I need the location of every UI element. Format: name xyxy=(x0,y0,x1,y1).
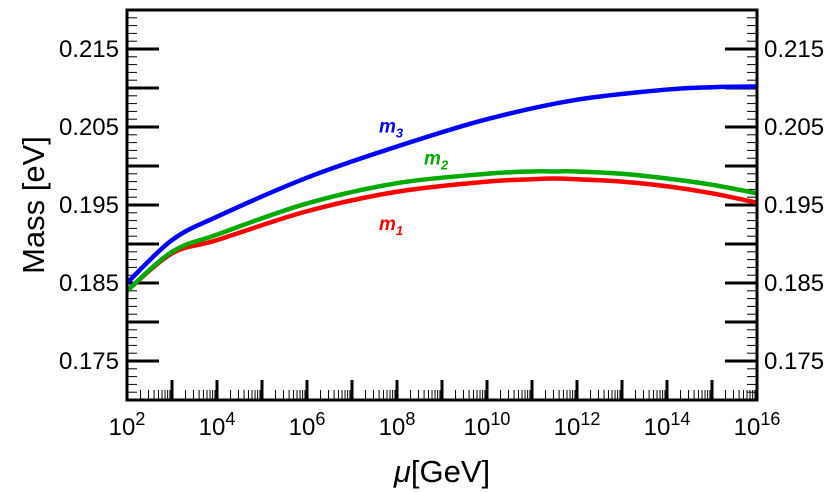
x-tick-label: 1014 xyxy=(644,409,691,441)
x-tick-label: 102 xyxy=(109,409,146,441)
y-tick-label: 0.175 xyxy=(59,348,119,375)
y-tick-label: 0.195 xyxy=(59,192,119,219)
minor-ticks xyxy=(127,17,757,400)
x-tick-label: 1016 xyxy=(734,409,781,441)
y-tick-label: 0.205 xyxy=(59,114,119,141)
x-tick-label: 106 xyxy=(289,409,326,441)
y-tick-labels-left: 0.175 0.185 0.195 0.205 0.215 xyxy=(59,36,119,375)
y-tick-label: 0.215 xyxy=(59,36,119,63)
y-tick-label: 0.205 xyxy=(764,114,824,141)
series-label-m1: m1 xyxy=(379,214,403,238)
x-tick-label: 1010 xyxy=(464,409,511,441)
series-label-m3: m3 xyxy=(379,116,404,140)
x-tick-label: 1012 xyxy=(554,409,601,441)
series-label-m2: m2 xyxy=(424,148,449,172)
curves xyxy=(125,84,758,293)
series-line-m2 xyxy=(125,169,758,293)
x-axis-title: μ[GeV] xyxy=(393,454,490,489)
x-tick-label: 104 xyxy=(199,409,236,441)
plot-frame xyxy=(125,8,759,402)
y-tick-label: 0.175 xyxy=(764,348,824,375)
y-tick-labels-right: 0.175 0.185 0.195 0.205 0.215 xyxy=(764,36,824,375)
x-tick-label: 108 xyxy=(379,409,416,441)
y-tick-label: 0.185 xyxy=(764,270,824,297)
series-line-m3 xyxy=(125,84,758,285)
series-line-m1 xyxy=(125,176,758,293)
series-labels: m3 m2 m1 xyxy=(379,116,449,238)
y-tick-label: 0.215 xyxy=(764,36,824,63)
x-tick-labels: 102 104 106 108 1010 1012 1014 1016 xyxy=(109,409,781,441)
y-tick-label: 0.195 xyxy=(764,192,824,219)
y-tick-label: 0.185 xyxy=(59,270,119,297)
y-axis-title: Mass [eV] xyxy=(16,136,51,274)
major-ticks xyxy=(127,47,757,400)
